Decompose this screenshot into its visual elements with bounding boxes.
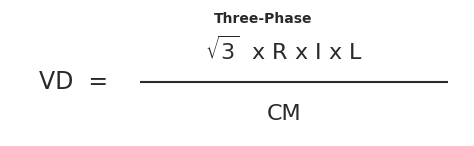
Text: $\sqrt{3}$  x R x I x L: $\sqrt{3}$ x R x I x L — [206, 35, 363, 64]
Text: VD  =: VD = — [39, 70, 108, 94]
Text: Three-Phase: Three-Phase — [214, 12, 312, 26]
Text: CM: CM — [267, 104, 302, 124]
